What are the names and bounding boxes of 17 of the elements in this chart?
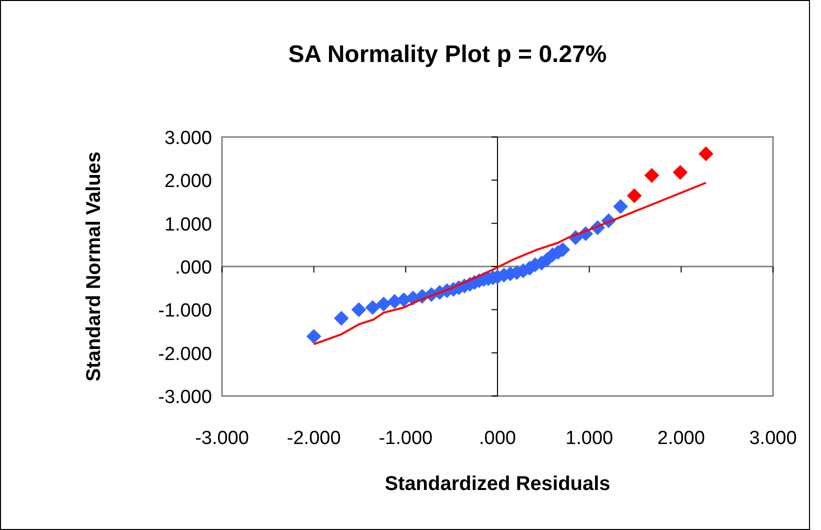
x-tick-label: 1.000: [566, 428, 614, 449]
x-tick-label: -2.000: [286, 428, 341, 449]
x-tick-label: 3.000: [749, 428, 797, 449]
x-tick-label: -3.000: [195, 428, 249, 449]
x-tick-label: 2.000: [657, 428, 705, 449]
y-tick-label: 2.000: [164, 171, 212, 192]
y-tick-label: 3.000: [164, 128, 212, 149]
chart-title: SA Normality Plot p = 0.27%: [288, 41, 607, 68]
y-tick-label: -2.000: [158, 344, 212, 365]
y-axis-title: Standard Normal Values: [83, 151, 105, 382]
y-tick-label: 1.000: [164, 214, 212, 236]
x-tick-label: .000: [479, 428, 516, 449]
x-axis-title: Standardized Residuals: [384, 473, 610, 495]
y-tick-label: -1.000: [158, 300, 212, 322]
x-tick-label: -1.000: [378, 428, 433, 449]
y-tick-label: .000: [175, 258, 212, 278]
y-tick-label: -3.000: [158, 387, 212, 408]
